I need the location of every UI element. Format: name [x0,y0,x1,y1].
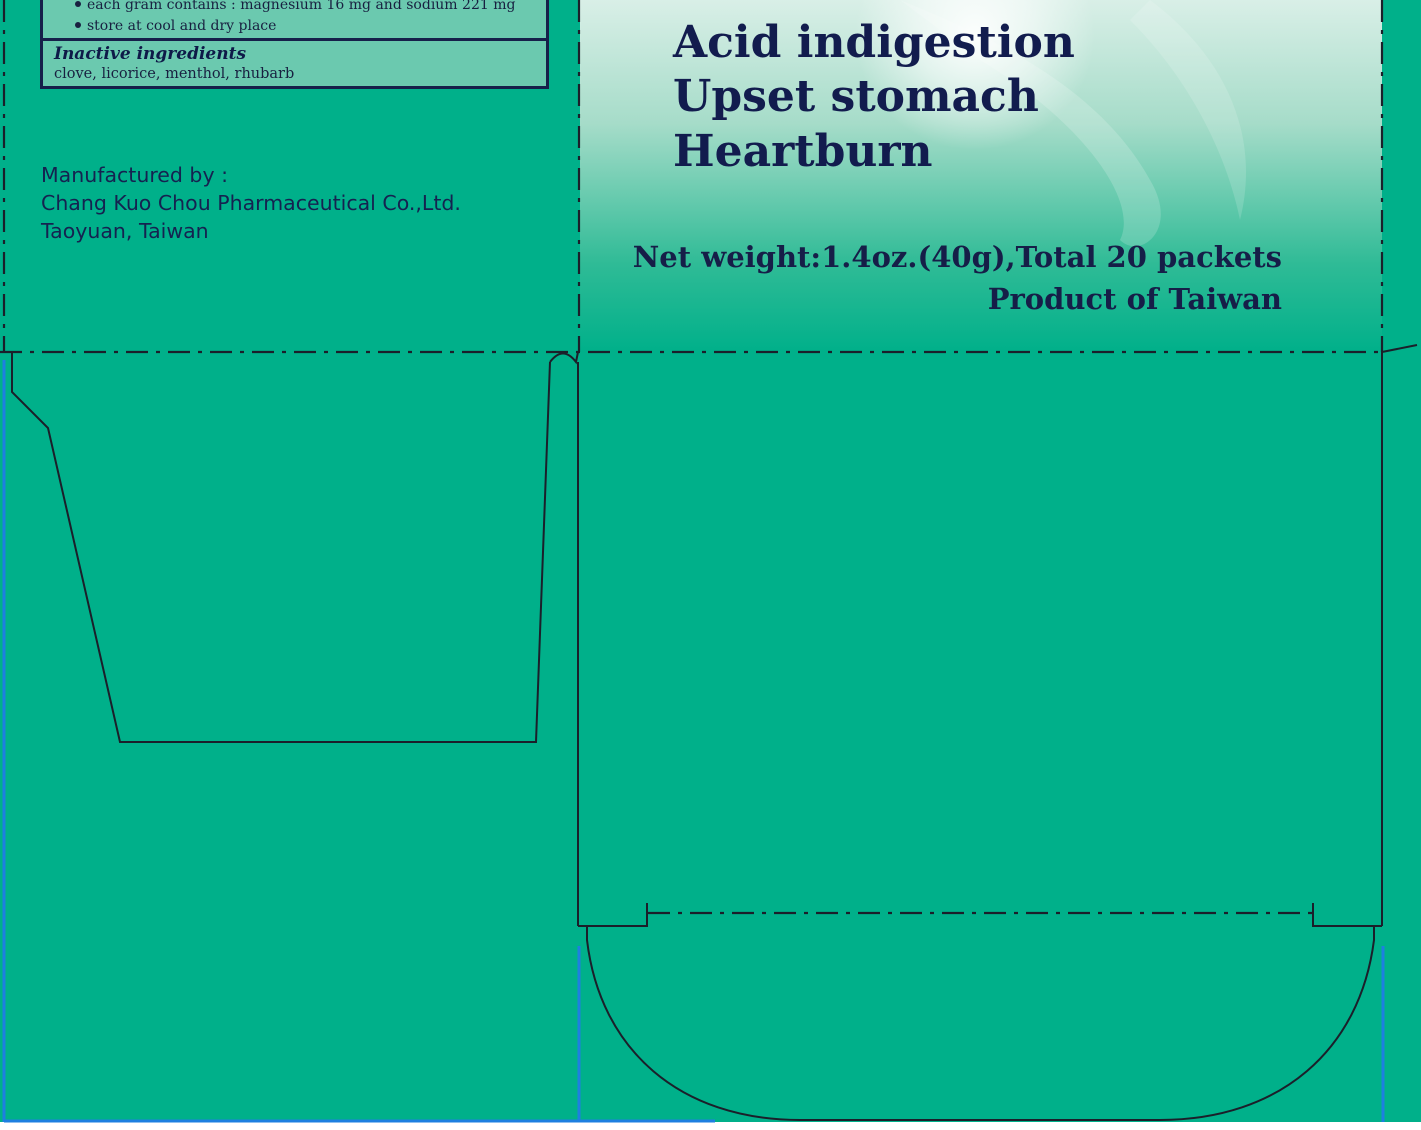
inactive-ingredients-title: Inactive ingredients [54,44,247,64]
bullet-dot-icon [75,22,81,28]
headline-heartburn: Heartburn [673,126,933,177]
dust-flap-outline [11,352,551,743]
bullet-dot-icon [75,1,81,7]
manufacturer-label: Manufactured by : [41,163,229,187]
cut-line [1381,344,1418,353]
product-origin: Product of Taiwan [987,282,1282,316]
headline-acid-indigestion: Acid indigestion [673,17,1075,68]
swirl-shape [900,0,1161,247]
bullet-item: store at cool and dry place [75,18,276,34]
manufacturer-name: Chang Kuo Chou Pharmaceutical Co.,Ltd. [41,191,461,215]
swirl-glow [855,0,1095,150]
slot-curve [549,351,579,365]
ingredients-box: each gram contains : magnesium 16 mg and… [40,0,549,89]
tuck-flap-outline [586,926,1375,1121]
cut-line [1312,903,1382,927]
bullet-item: each gram contains : magnesium 16 mg and… [75,0,515,13]
bottom-margin [0,1122,1421,1130]
cut-line [578,903,648,927]
inactive-ingredients-list: clove, licorice, menthol, rhubarb [54,66,295,82]
headline-upset-stomach: Upset stomach [673,71,1039,122]
swirl-shape [1130,0,1246,220]
box-divider [43,38,546,41]
bullet-text: store at cool and dry place [87,18,277,34]
manufacturer-city: Taoyuan, Taiwan [41,219,209,243]
bullet-text: each gram contains : magnesium 16 mg and… [87,0,516,13]
net-weight: Net weight:1.4oz.(40g),Total 20 packets [632,240,1282,274]
